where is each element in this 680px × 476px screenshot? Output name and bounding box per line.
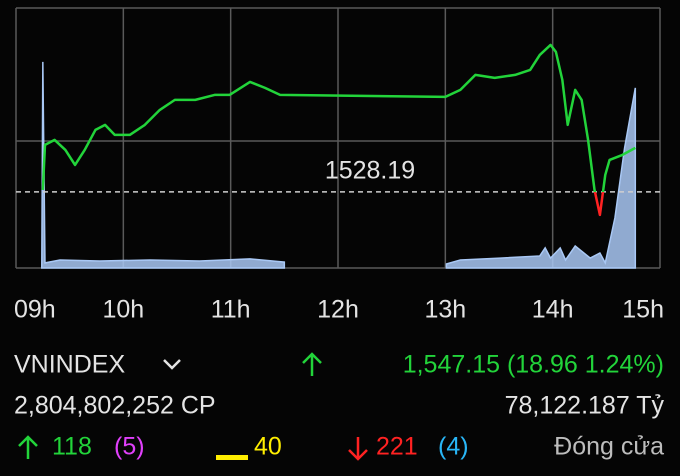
x-tick-label: 14h: [532, 296, 574, 324]
index-name[interactable]: VNINDEX: [14, 351, 125, 379]
advances: 118: [52, 433, 92, 461]
market-status: Đóng cửa: [554, 433, 664, 461]
volume-area: [41, 61, 286, 269]
x-tick-label: 13h: [424, 296, 466, 324]
volume-text: 2,804,802,252 CP: [14, 392, 216, 420]
x-tick-label: 10h: [102, 296, 144, 324]
index-change: 1,547.15 (18.96 1.24%): [403, 351, 664, 379]
x-tick-label: 09h: [14, 296, 56, 324]
volume-area: [445, 87, 637, 269]
down-arrow: [348, 437, 368, 461]
unchanged: 40: [254, 433, 282, 461]
up-arrow: [18, 435, 38, 459]
up-arrow: [302, 352, 322, 376]
dropdown-icon[interactable]: [163, 359, 181, 370]
x-tick-label: 12h: [317, 296, 359, 324]
x-tick-label: 15h: [622, 296, 664, 324]
flat-icon: [216, 455, 248, 460]
ceiling-count: (5): [114, 433, 145, 461]
floor-count: (4): [438, 433, 469, 461]
turnover-text: 78,122.187 Tỷ: [505, 392, 665, 420]
declines: 221: [376, 433, 418, 461]
reference-label: 1528.19: [325, 157, 415, 185]
price-line: [41, 43, 636, 217]
x-tick-label: 11h: [211, 296, 251, 324]
